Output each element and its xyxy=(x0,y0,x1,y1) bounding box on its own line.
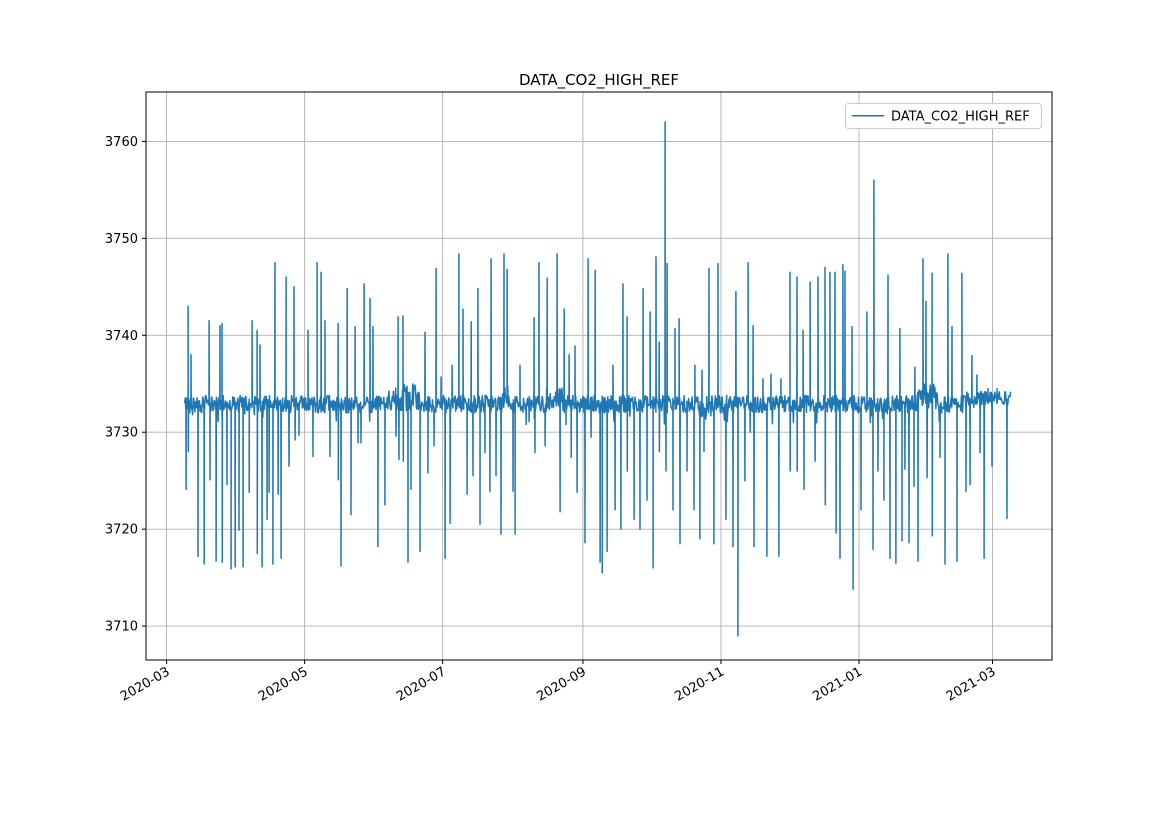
y-tick-label: 3750 xyxy=(105,232,138,247)
y-tick-label: 3710 xyxy=(105,620,138,635)
axis-ticks xyxy=(142,140,993,664)
x-tick-label: 2020-09 xyxy=(534,664,589,704)
x-tick-label: 2020-11 xyxy=(672,664,727,704)
plot-border xyxy=(145,91,1053,661)
x-tick-label: 2020-05 xyxy=(256,664,311,704)
legend: DATA_CO2_HIGH_REF xyxy=(845,103,1042,129)
legend-label: DATA_CO2_HIGH_REF xyxy=(891,109,1030,124)
legend-box xyxy=(845,103,1042,129)
y-tick-label: 3730 xyxy=(105,426,138,441)
x-axis-tick-labels: 2020-03 2020-05 2020-07 2020-09 2020-11 2021-… xyxy=(118,664,998,704)
x-tick-label: 2021-03 xyxy=(944,664,999,704)
y-tick-label: 3720 xyxy=(105,523,138,538)
grid xyxy=(146,92,1052,660)
series-line xyxy=(183,121,1012,637)
y-axis-tick-labels: 3710 3720 3730 3740 3750 3760 xyxy=(105,135,138,635)
x-tick-label: 2020-07 xyxy=(394,664,449,704)
y-tick-label: 3740 xyxy=(105,329,138,344)
x-tick-label: 2021-01 xyxy=(810,664,865,704)
y-tick-label: 3760 xyxy=(105,135,138,150)
chart-title: DATA_CO2_HIGH_REF xyxy=(519,71,679,90)
x-tick-label: 2020-03 xyxy=(118,664,173,704)
